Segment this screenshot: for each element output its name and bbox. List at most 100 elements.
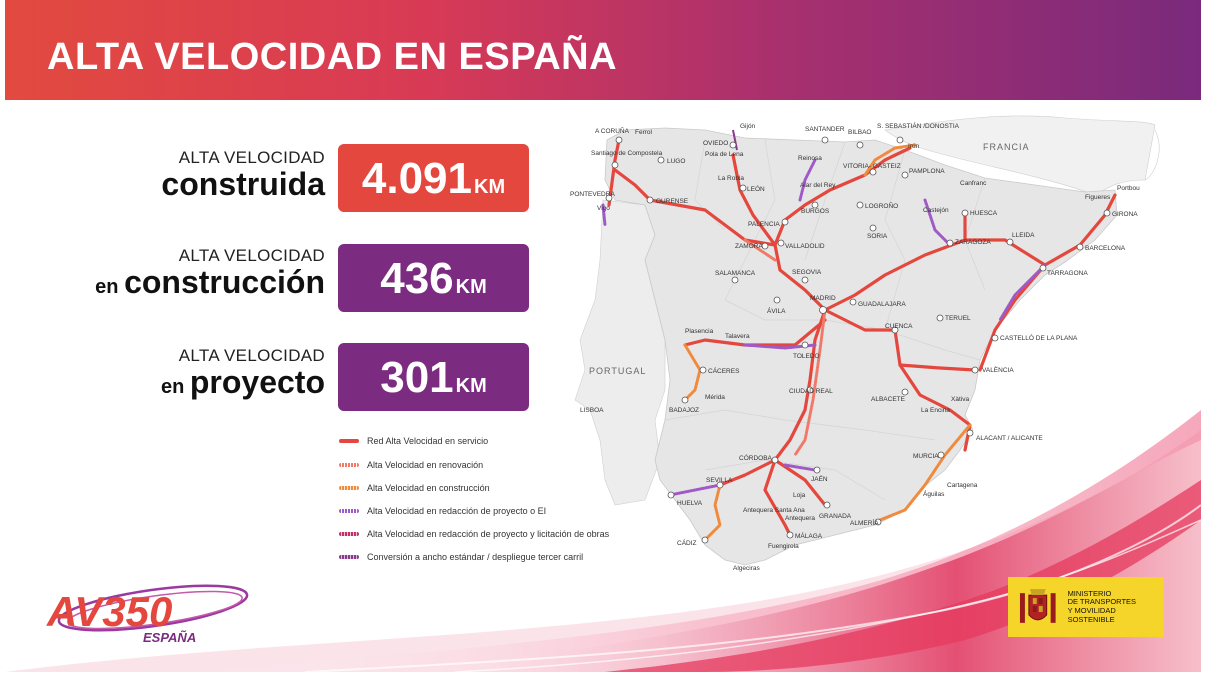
- coat-of-arms-icon: [1019, 589, 1056, 623]
- city-cartagena: Cartagena: [947, 482, 978, 489]
- city-badajoz: BADAJOZ: [669, 407, 699, 414]
- legend-label: Alta Velocidad en construcción: [367, 483, 490, 493]
- city-alar: Alar del Rey: [800, 182, 836, 189]
- city-valencia: VALÈNCIA: [982, 365, 1014, 374]
- city-acoruna: A CORUÑA: [595, 126, 630, 135]
- city-antequerasa: Antequera Santa Ana: [743, 507, 805, 514]
- city-pontevedra: PONTEVEDRA: [570, 191, 615, 198]
- av350-logo: AV350 ESPAÑA: [46, 584, 249, 645]
- legend-swatch: [339, 463, 359, 467]
- city-madrid: MADRID: [810, 295, 836, 302]
- city-pamplona: PAMPLONA: [909, 168, 945, 175]
- stat-built-box: 4.091 KM: [338, 144, 529, 212]
- stat-construction-unit: KM: [455, 276, 487, 298]
- city-segovia: SEGOVIA: [792, 269, 822, 276]
- city-lisboa: LISBOA: [580, 407, 604, 414]
- city-huesca: HUESCA: [970, 210, 998, 217]
- city-almeria: ALMERÍA: [850, 518, 879, 527]
- stat-built-label-small: ALTA VELOCIDAD: [178, 148, 325, 167]
- city-burgos: BURGOS: [801, 208, 830, 215]
- city-toledo: TOLEDO: [793, 353, 820, 360]
- country-label-france: FRANCIA: [983, 142, 1030, 152]
- city-cadiz: CÁDIZ: [677, 538, 697, 547]
- city-santiago: Santiago de Compostela: [591, 150, 663, 157]
- city-vigo: Vigo: [597, 205, 610, 212]
- city-castellon: CASTELLÓ DE LA PLANA: [1000, 333, 1078, 342]
- page-title: ALTA VELOCIDAD EN ESPAÑA: [47, 36, 618, 78]
- city-loja: Loja: [793, 492, 806, 499]
- stat-project-box: 301 KM: [338, 343, 529, 411]
- city-portbou: Portbou: [1117, 185, 1140, 192]
- stat-built-label-word: construida: [161, 166, 325, 202]
- ministry-badge: MINISTERIO DE TRANSPORTES Y MOVILIDAD SO…: [1008, 577, 1164, 637]
- legend-label: Alta Velocidad en renovación: [367, 460, 484, 470]
- ministry-name: MINISTERIO DE TRANSPORTES Y MOVILIDAD SO…: [1067, 588, 1137, 624]
- city-lugo: LUGO: [667, 158, 685, 165]
- city-larobla: La Robla: [718, 175, 744, 182]
- city-tarragona: TARRAGONA: [1047, 270, 1088, 277]
- city-sansebastian: S. SEBASTIÁN /DONOSTIA: [877, 121, 960, 130]
- city-sevilla: SEVILLA: [706, 477, 733, 484]
- country-label-portugal: PORTUGAL: [589, 366, 646, 376]
- city-fuengirola: Fuengirola: [768, 543, 799, 550]
- rail-lines-renovation: [743, 238, 827, 457]
- city-soria: SORIA: [867, 233, 888, 240]
- legend-swatch: [339, 555, 359, 559]
- city-lleida: LLEIDA: [1012, 232, 1035, 239]
- stat-construction-label-small: ALTA VELOCIDAD: [178, 246, 325, 265]
- city-alicante: ALACANT / ALICANTE: [976, 435, 1043, 442]
- city-guadalajara: GUADALAJARA: [858, 301, 906, 308]
- legend-swatch: [339, 532, 359, 536]
- city-murcia: MURCIA: [913, 453, 939, 460]
- city-merida: Mérida: [705, 394, 725, 401]
- city-aguilas: Águilas: [923, 489, 945, 498]
- city-figueres: Figueres: [1085, 194, 1111, 201]
- city-valladolid: VALLADOLID: [785, 243, 825, 250]
- legend-item-project-tender: Alta Velocidad en redacción de proyecto …: [339, 529, 609, 539]
- city-teruel: TERUEL: [945, 315, 971, 322]
- stat-construction-value: 436: [380, 254, 454, 303]
- stat-project-label-pre: en: [160, 376, 190, 398]
- slide: FRANCIA PORTUGAL: [5, 0, 1201, 672]
- stat-built-value: 4.091: [361, 154, 472, 203]
- city-salamanca: SALAMANCA: [715, 270, 756, 277]
- city-ciudadreal: CIUDAD REAL: [789, 388, 833, 395]
- av350-logo-text: AV350: [46, 588, 172, 635]
- city-laencina: La Encina: [921, 407, 950, 414]
- city-talavera: Talavera: [725, 333, 750, 340]
- av350-logo-sub: ESPAÑA: [143, 630, 196, 645]
- city-castejon: Castejón: [923, 207, 949, 214]
- legend-item-in-service: Red Alta Velocidad en servicio: [339, 436, 488, 446]
- city-ourense: OURENSE: [656, 198, 689, 205]
- legend-label: Conversión a ancho estándar / despliegue…: [367, 552, 584, 562]
- stat-project-label-small: ALTA VELOCIDAD: [178, 346, 325, 365]
- decorative-swirl: [5, 410, 1201, 672]
- stat-construction-label-word: construcción: [124, 264, 325, 300]
- city-ferrol: Ferrol: [635, 129, 653, 136]
- legend-swatch: [339, 439, 359, 443]
- city-leon: LEÓN: [747, 184, 765, 193]
- stat-project-label-word: proyecto: [189, 364, 325, 400]
- city-polalena: Pola de Lena: [705, 151, 744, 158]
- city-palencia: PALENCIA: [748, 221, 780, 228]
- legend-label: Red Alta Velocidad en servicio: [367, 436, 489, 446]
- legend-item-renovation: Alta Velocidad en renovación: [339, 460, 483, 470]
- stat-project-value: 301: [380, 353, 454, 402]
- city-granada: GRANADA: [819, 513, 852, 520]
- city-gijon: Gijón: [740, 123, 756, 130]
- legend-item-project: Alta Velocidad en redacción de proyecto …: [339, 506, 546, 516]
- city-santander: SANTANDER: [805, 126, 845, 133]
- city-antequera: Antequera: [785, 515, 815, 522]
- map-canvas: FRANCIA PORTUGAL: [5, 115, 1201, 672]
- stat-built-unit: KM: [474, 176, 506, 198]
- city-markers: A CORUÑA Ferrol PONTEVEDRA Vigo LUGO OUR…: [570, 121, 1140, 572]
- city-logrono: LOGROÑO: [865, 201, 898, 210]
- city-bilbao: BILBAO: [848, 129, 871, 136]
- stat-construction-box: 436 KM: [338, 244, 529, 312]
- city-huelva: HUELVA: [677, 500, 703, 507]
- city-girona: GIRONA: [1112, 211, 1138, 218]
- city-vitoria: VITORIA- GASTEIZ: [843, 163, 901, 170]
- city-oviedo: OVIEDO: [703, 140, 728, 147]
- city-barcelona: BARCELONA: [1085, 245, 1126, 252]
- city-caceres: CÁCERES: [708, 366, 740, 375]
